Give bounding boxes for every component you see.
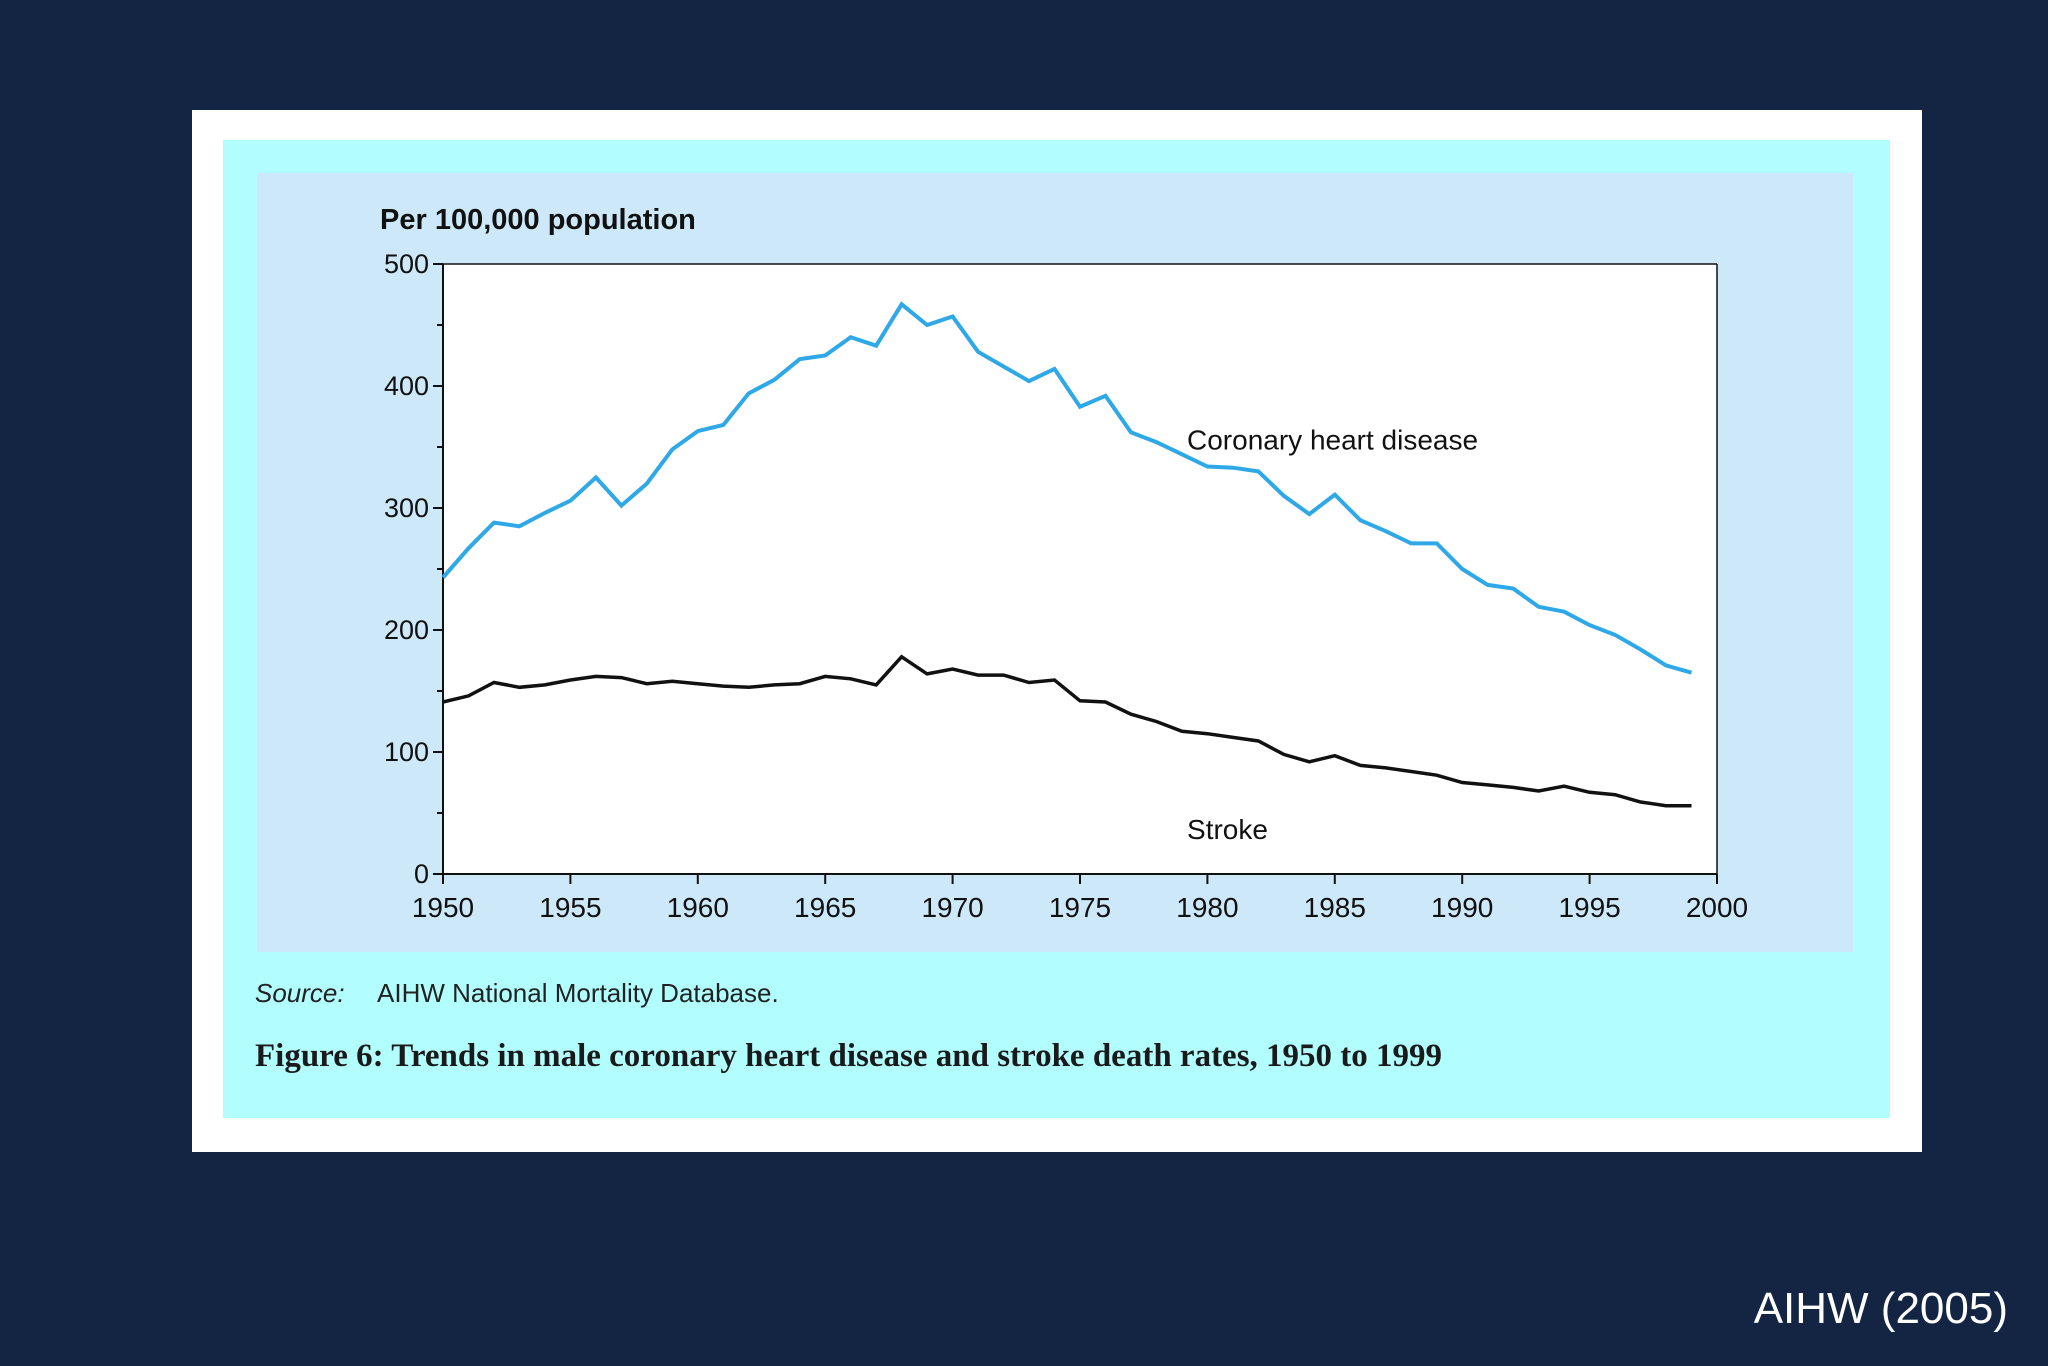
stroke-line — [442, 654, 1692, 808]
chart-panel: Per 100,000 population 0 100 200 300 400 500 1… — [257, 173, 1853, 952]
slide-card: Per 100,000 population 0 100 200 300 400 500 1… — [192, 110, 1922, 1152]
line-chart: 0 100 200 300 400 500 1950 1955 1960 1965 1970 1975… — [384, 249, 1748, 923]
x-tick-label: 1965 — [794, 892, 856, 923]
y-tick-label: 0 — [414, 859, 429, 889]
y-tick-label: 400 — [384, 371, 429, 401]
source-line: Source: AIHW National Mortality Database. — [255, 978, 779, 1009]
x-tick-label: 1985 — [1304, 892, 1366, 923]
y-tick-label: 300 — [384, 493, 429, 523]
source-label: Source: — [255, 978, 345, 1008]
series-group — [441, 301, 1693, 675]
plot-area — [443, 264, 1717, 874]
y-tick-label: 500 — [384, 249, 429, 279]
x-tick-label: 1950 — [412, 892, 474, 923]
coronary-heart-disease-line — [441, 301, 1693, 675]
x-tick-label: 2000 — [1686, 892, 1748, 923]
x-tick-label: 1975 — [1049, 892, 1111, 923]
source-text: AIHW National Mortality Database. — [377, 978, 779, 1008]
y-tick-label: 200 — [384, 615, 429, 645]
x-tick-label: 1995 — [1558, 892, 1620, 923]
y-axis-label: Per 100,000 population — [380, 204, 696, 236]
x-tick-label: 1960 — [667, 892, 729, 923]
series-label-coronary: Coronary heart disease — [1187, 425, 1478, 456]
credit-text: AIHW (2005) — [1753, 1284, 2008, 1333]
y-tick-label: 100 — [384, 737, 429, 767]
series-label-stroke: Stroke — [1187, 814, 1268, 845]
x-tick-label: 1990 — [1431, 892, 1493, 923]
series-group — [442, 654, 1692, 808]
x-tick-label: 1980 — [1176, 892, 1238, 923]
x-tick-label: 1955 — [539, 892, 601, 923]
x-tick-label: 1970 — [921, 892, 983, 923]
figure-caption: Figure 6: Trends in male coronary heart … — [255, 1038, 1443, 1074]
figure-panel: Per 100,000 population 0 100 200 300 400 500 1… — [223, 140, 1890, 1118]
